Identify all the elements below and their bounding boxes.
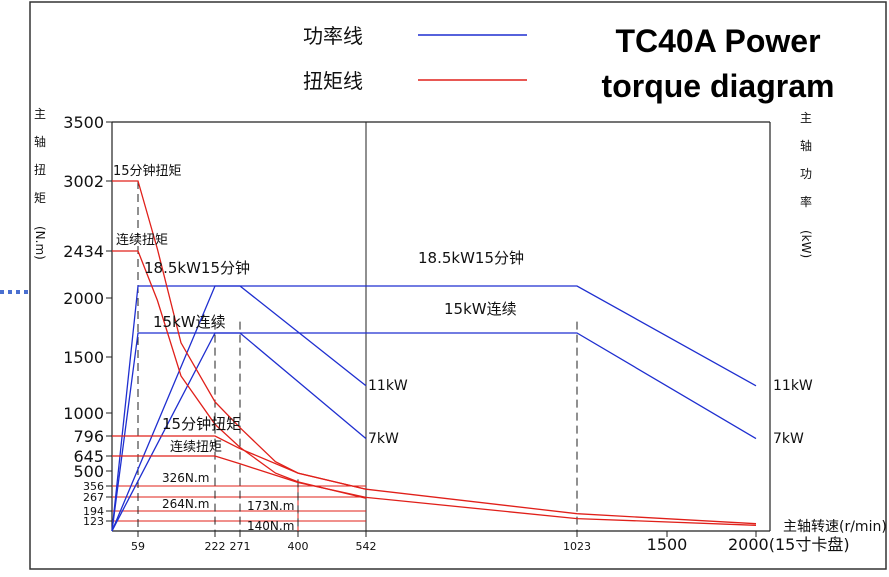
guide-lines — [137, 181, 578, 531]
series-torque-high-7 — [112, 455, 757, 526]
y-label-left-char-0: 主 — [34, 107, 46, 121]
y-tick-label-796: 796 — [73, 427, 104, 446]
chart-title-line-2: torque diagram — [602, 68, 835, 104]
series-power-low-0 — [111, 285, 367, 532]
y-tick-label-1500: 1500 — [63, 348, 104, 367]
series-power-high-3 — [111, 332, 757, 532]
y-label-left-char-4: (N.m) — [33, 226, 47, 260]
x-tick-label-1500: 1500 — [647, 535, 688, 554]
annot-torque-cont-high: 连续扭矩 — [170, 439, 222, 455]
y-label-right-char-4: (kW) — [799, 230, 813, 258]
annot-torque15-high: 15分钟扭矩 — [162, 415, 241, 433]
series-torque-low-5 — [112, 250, 367, 499]
y-label-right-char-3: 率 — [800, 194, 812, 209]
y-tick-label-2434: 2434 — [63, 242, 104, 261]
y-tick-label-3002: 3002 — [63, 172, 104, 191]
annot-11kw-low: 11kW — [368, 378, 408, 394]
annot-173: 173N.m — [247, 499, 294, 513]
y-label-right-char-0: 主 — [800, 111, 812, 125]
series-torque-low-4 — [112, 180, 367, 490]
annot-power185-high: 18.5kW15分钟 — [418, 249, 524, 267]
annot-7kw-low: 7kW — [368, 431, 399, 447]
x-axis-label: 主轴转速(r/min) — [783, 519, 887, 535]
annot-326: 326N.m — [162, 471, 209, 485]
y-label-left-char-2: 扭 — [34, 163, 46, 177]
y-tick-label-3500: 3500 — [63, 113, 104, 132]
annot-torque15-low: 15分钟扭矩 — [113, 163, 182, 179]
series-power-high-2 — [111, 285, 757, 532]
x-tick-label-1023: 1023 — [563, 540, 591, 553]
annot-11kw-high: 11kW — [773, 378, 813, 394]
annot-power15-low: 15kW连续 — [153, 313, 226, 331]
x-tick-label-542: 542 — [356, 540, 377, 553]
y-label-right-char-2: 功 — [800, 167, 812, 181]
annot-torque-cont-low: 连续扭矩 — [116, 232, 168, 248]
y-tick-label-267: 267 — [83, 491, 104, 504]
x-tick-label-400: 400 — [288, 540, 309, 553]
x-tick-label-271: 271 — [230, 540, 251, 553]
y-label-right-char-1: 轴 — [800, 138, 812, 153]
y-tick-label-645: 645 — [73, 447, 104, 466]
chart-title-line-1: TC40A Power — [615, 23, 820, 59]
y-tick-label-123: 123 — [83, 515, 104, 528]
annot-264: 264N.m — [162, 497, 209, 511]
annot-power185-low: 18.5kW15分钟 — [144, 259, 250, 277]
series-layer — [111, 180, 757, 532]
y-tick-label-194: 194 — [83, 505, 104, 518]
annot-power15-high: 15kW连续 — [444, 300, 517, 318]
y-tick-label-2000: 2000 — [63, 289, 104, 308]
legend-torque-label: 扭矩线 — [303, 69, 363, 93]
outer-border — [29, 1, 887, 570]
series-torque-high-6 — [112, 435, 757, 525]
y-label-left-char-3: 矩 — [34, 191, 46, 205]
x-tick-label-59: 59 — [131, 540, 145, 553]
y-tick-label-500: 500 — [73, 462, 104, 481]
annot-140: 140N.m — [247, 519, 294, 533]
legend-power-label: 功率线 — [303, 24, 363, 48]
series-power-low-1 — [111, 332, 367, 532]
x-tick-label-2000: 2000(15寸卡盘) — [728, 535, 850, 554]
reference-lines — [112, 485, 366, 531]
y-tick-label-1000: 1000 — [63, 404, 104, 423]
y-tick-label-356: 356 — [83, 480, 104, 493]
annot-7kw-high: 7kW — [773, 431, 804, 447]
x-tick-label-222: 222 — [205, 540, 226, 553]
y-label-left-char-1: 轴 — [34, 134, 46, 149]
